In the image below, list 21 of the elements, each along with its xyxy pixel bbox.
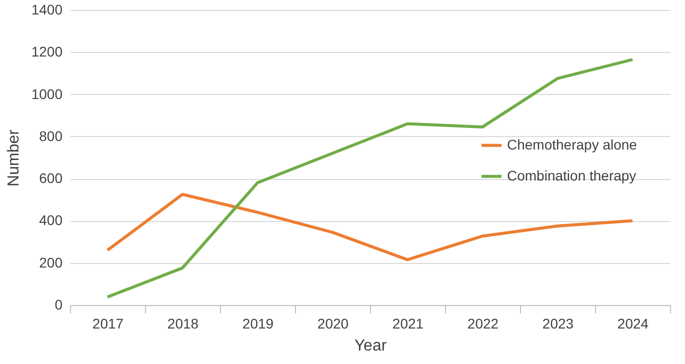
legend-label: Combination therapy [507,167,636,184]
legend-label: Chemotherapy alone [507,136,638,152]
y-tick-label: 800 [39,128,63,144]
x-tick-label: 2020 [317,316,349,332]
y-tick-label: 1200 [31,44,63,60]
line-series [106,192,634,262]
x-tick-label: 2023 [542,316,574,332]
y-tick-label: 0 [54,296,63,312]
y-axis-title: Number [5,128,22,186]
y-tick-label: 1000 [31,86,63,102]
y-tick-label: 1400 [31,2,63,18]
y-tick-label: 200 [39,254,63,270]
x-tick-label: 2022 [467,316,499,332]
x-tick-label: 2018 [167,316,199,332]
x-tick-label: 2021 [392,316,424,332]
x-axis-title: Year [354,338,388,354]
y-tick-label: 400 [39,212,63,228]
x-tick-label: 2024 [617,316,649,332]
x-tick-label: 2017 [92,316,124,332]
y-tick-label: 600 [39,170,63,186]
x-tick-label: 2019 [242,316,274,332]
